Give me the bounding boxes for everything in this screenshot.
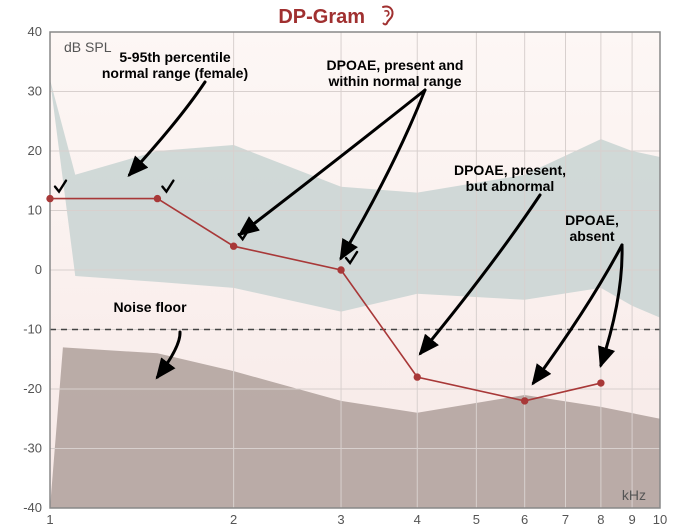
svg-text:10: 10 xyxy=(28,203,42,218)
dp-gram-chart: DP-Gram -40-30-20-1001020304012345678910… xyxy=(0,0,675,531)
svg-text:-10: -10 xyxy=(23,322,42,337)
svg-text:DPOAE, present andwithin norma: DPOAE, present andwithin normal range xyxy=(327,57,464,89)
svg-text:-20: -20 xyxy=(23,381,42,396)
svg-text:40: 40 xyxy=(28,24,42,39)
svg-text:8: 8 xyxy=(597,512,604,527)
svg-text:10: 10 xyxy=(653,512,667,527)
svg-text:4: 4 xyxy=(414,512,421,527)
svg-text:20: 20 xyxy=(28,143,42,158)
svg-text:30: 30 xyxy=(28,84,42,99)
svg-text:DPOAE, present,but abnormal: DPOAE, present,but abnormal xyxy=(454,162,566,194)
svg-text:Noise floor: Noise floor xyxy=(113,299,187,315)
svg-text:5: 5 xyxy=(473,512,480,527)
svg-text:7: 7 xyxy=(562,512,569,527)
svg-text:dB SPL: dB SPL xyxy=(64,39,112,55)
plot-svg: -40 -30 -20 -10 0 10 20 30 40 1 2 3 4 5 6 7 8 9 10 dB SPL kH… xyxy=(0,0,675,531)
svg-text:5-95th percentilenormal range: 5-95th percentilenormal range (female) xyxy=(102,49,248,81)
svg-text:9: 9 xyxy=(628,512,635,527)
svg-text:2: 2 xyxy=(230,512,237,527)
svg-text:-40: -40 xyxy=(23,500,42,515)
svg-text:3: 3 xyxy=(337,512,344,527)
svg-text:1: 1 xyxy=(46,512,53,527)
svg-text:6: 6 xyxy=(521,512,528,527)
svg-text:DPOAE,absent: DPOAE,absent xyxy=(565,212,619,244)
svg-text:kHz: kHz xyxy=(622,487,646,503)
svg-text:0: 0 xyxy=(35,262,42,277)
svg-text:-30: -30 xyxy=(23,441,42,456)
